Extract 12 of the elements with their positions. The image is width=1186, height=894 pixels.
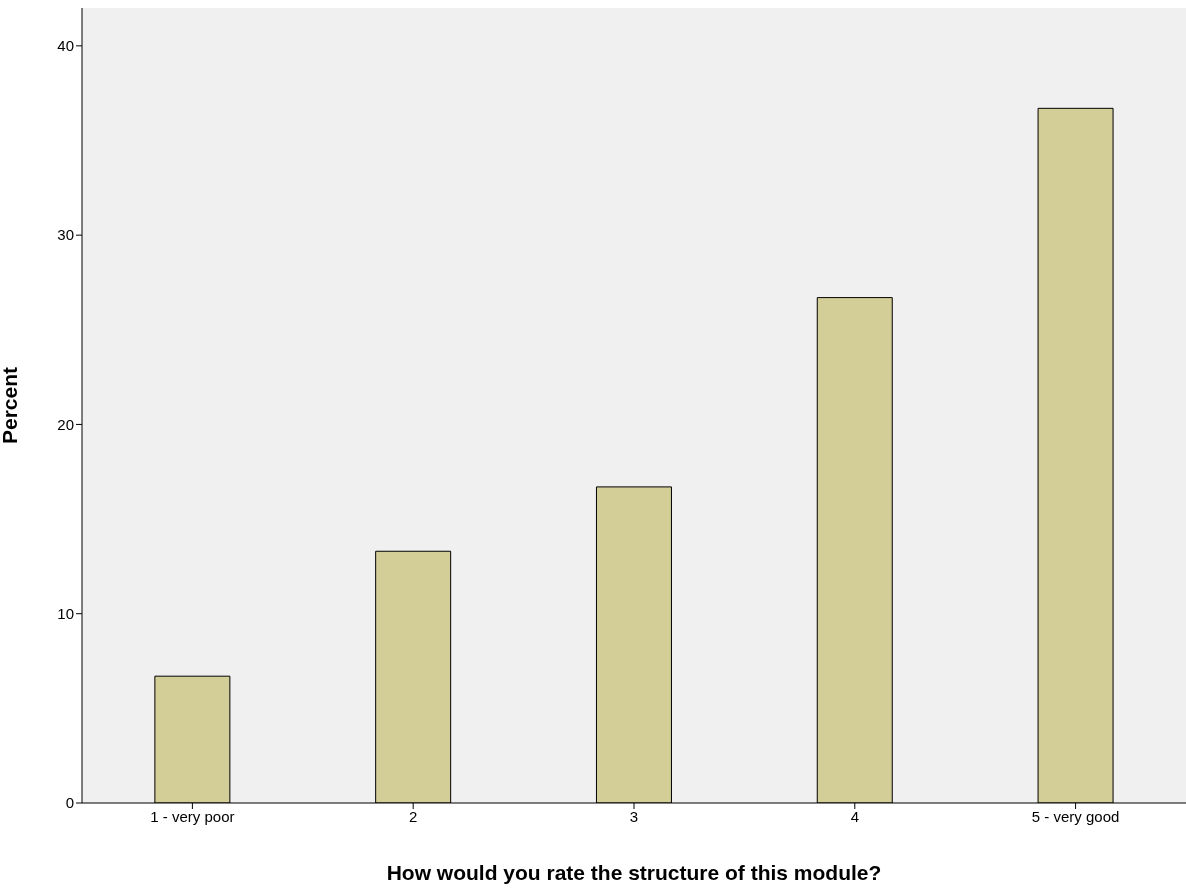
y-tick-label: 0 <box>65 794 74 812</box>
y-tick-label: 30 <box>57 226 74 244</box>
y-tick-label: 20 <box>57 415 74 433</box>
y-tick-label: 40 <box>57 37 74 55</box>
y-axis-title: Percent <box>0 366 22 445</box>
x-tick-label: 3 <box>629 807 639 825</box>
x-axis-title: How would you rate the structure of this module? <box>386 861 882 884</box>
x-tick-label: 4 <box>850 807 859 825</box>
x-tick-label: 2 <box>409 807 418 825</box>
y-tick-label: 10 <box>57 605 74 623</box>
x-tick-label: 5 - very good <box>1031 807 1120 825</box>
x-tick-label: 1 - very poor <box>150 807 235 825</box>
